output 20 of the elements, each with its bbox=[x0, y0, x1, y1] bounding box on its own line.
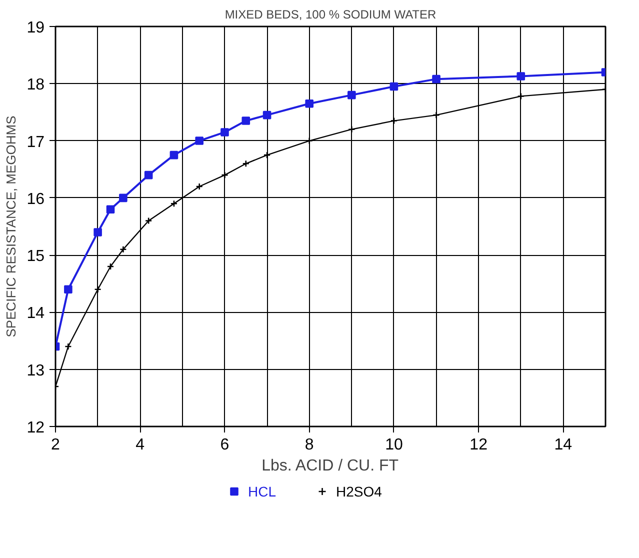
y-tick-label: 12 bbox=[26, 420, 45, 436]
y-axis-title: SPECIFIC RESISTANCE, MEGOHMS bbox=[4, 115, 19, 338]
legend-label: HCL bbox=[248, 484, 276, 500]
x-tick-label: 12 bbox=[470, 436, 488, 454]
y-tick-label: 15 bbox=[26, 248, 45, 266]
y-tick-label: 16 bbox=[26, 190, 45, 208]
x-tick-label: 8 bbox=[304, 436, 314, 454]
x-tick-label: 2 bbox=[51, 436, 60, 454]
x-tick-label: 6 bbox=[220, 436, 230, 454]
y-tick-label: 19 bbox=[26, 20, 45, 36]
x-tick-label: 10 bbox=[385, 436, 403, 454]
legend-label: H2SO4 bbox=[336, 484, 382, 500]
x-tick-label: 4 bbox=[136, 436, 145, 454]
y-tick-label: 17 bbox=[26, 134, 45, 151]
x-axis-title: Lbs. ACID / CU. FT bbox=[262, 458, 399, 474]
y-tick-label: 18 bbox=[26, 76, 45, 94]
chart-title: MIXED BEDS, 100 % SODIUM WATER bbox=[224, 8, 437, 22]
y-tick-label: 14 bbox=[26, 305, 45, 322]
x-tick-label: 14 bbox=[554, 436, 572, 454]
y-tick-label: 13 bbox=[26, 362, 45, 380]
